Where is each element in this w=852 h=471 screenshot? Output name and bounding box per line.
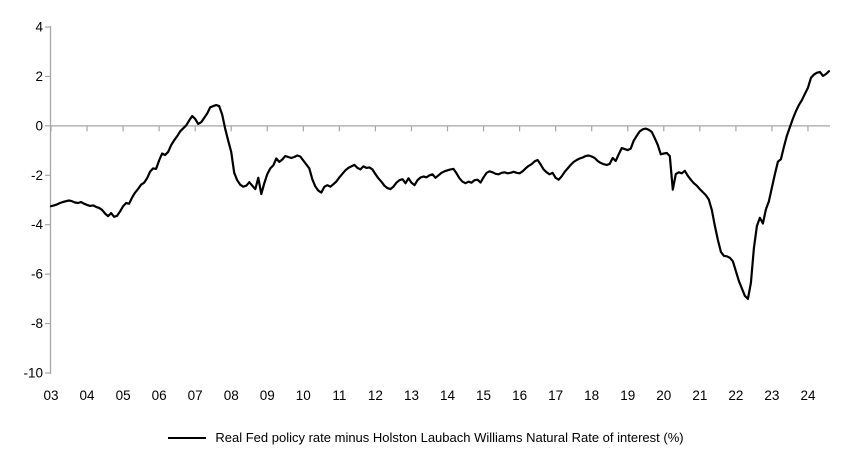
data-series-line [49, 70, 831, 300]
legend-label: Real Fed policy rate minus Holston Lauba… [215, 430, 684, 445]
x-axis-tick-label: 13 [404, 388, 419, 403]
x-axis-tick-label: 04 [80, 388, 96, 403]
x-axis-tick-label: 06 [152, 388, 167, 403]
legend-line-swatch [168, 436, 207, 439]
y-axis-tick-label: -4 [31, 217, 43, 232]
y-axis-tick-label: -8 [31, 316, 43, 331]
x-axis-tick-label: 18 [584, 388, 599, 403]
y-axis-tick-label: 0 [35, 118, 43, 133]
x-axis-tick-label: 11 [332, 388, 346, 403]
y-axis-tick-label: -10 [23, 366, 43, 381]
x-axis-tick-label: 09 [260, 388, 275, 403]
x-axis-tick-label: 22 [728, 388, 743, 403]
x-axis-tick-label: 07 [188, 388, 203, 403]
y-axis-tick-label: -2 [31, 168, 43, 183]
x-axis-tick-label: 14 [440, 388, 456, 403]
x-axis-tick-label: 24 [800, 388, 816, 403]
x-axis-tick-label: 05 [116, 388, 131, 403]
x-axis-tick-label: 03 [43, 388, 58, 403]
x-axis-tick-label: 20 [656, 388, 671, 403]
x-axis-tick-label: 10 [296, 388, 311, 403]
y-axis-tick-label: 2 [35, 69, 43, 84]
x-axis-tick-label: 21 [692, 388, 707, 403]
x-axis-tick-label: 23 [764, 388, 779, 403]
x-axis-tick-label: 16 [512, 388, 527, 403]
legend: Real Fed policy rate minus Holston Lauba… [0, 430, 852, 445]
x-axis-tick-label: 12 [368, 388, 383, 403]
x-axis-tick-label: 17 [548, 388, 563, 403]
y-axis-tick-label: 4 [35, 20, 43, 35]
x-axis-tick-label: 19 [620, 388, 635, 403]
y-axis-tick-label: -6 [31, 267, 43, 282]
x-axis-tick-label: 15 [476, 388, 491, 403]
x-axis-tick-label: 08 [224, 388, 239, 403]
